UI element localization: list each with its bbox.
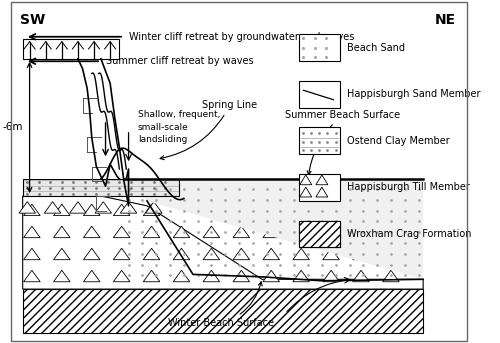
- Polygon shape: [114, 204, 130, 216]
- Polygon shape: [84, 204, 100, 216]
- Bar: [299, 127, 341, 154]
- Polygon shape: [316, 175, 328, 185]
- Polygon shape: [54, 226, 70, 238]
- Polygon shape: [323, 270, 340, 282]
- Bar: [22, 39, 120, 59]
- Polygon shape: [323, 248, 340, 260]
- Polygon shape: [293, 248, 310, 260]
- Polygon shape: [173, 248, 190, 260]
- Text: Shallow, frequent,
small-scale
landsliding: Shallow, frequent, small-scale landslidi…: [138, 110, 220, 144]
- Text: SW: SW: [20, 13, 46, 27]
- Polygon shape: [70, 202, 86, 213]
- Polygon shape: [44, 202, 61, 213]
- Polygon shape: [173, 270, 190, 282]
- Bar: [299, 221, 341, 247]
- Bar: [299, 174, 341, 201]
- Bar: [22, 289, 423, 333]
- Polygon shape: [263, 270, 280, 282]
- Bar: [299, 221, 341, 247]
- Polygon shape: [84, 270, 100, 282]
- Text: Happisburgh Till Member: Happisburgh Till Member: [347, 182, 470, 192]
- Text: Happisburgh Sand Member: Happisburgh Sand Member: [347, 89, 480, 99]
- Text: -6m: -6m: [2, 122, 22, 132]
- Polygon shape: [203, 226, 220, 238]
- Polygon shape: [120, 202, 137, 213]
- Polygon shape: [24, 248, 40, 260]
- Polygon shape: [54, 248, 70, 260]
- Polygon shape: [114, 226, 130, 238]
- Bar: [299, 34, 341, 61]
- Bar: [22, 179, 179, 196]
- Bar: [299, 81, 341, 108]
- Text: NE: NE: [434, 13, 456, 27]
- Polygon shape: [300, 175, 312, 185]
- Polygon shape: [300, 187, 312, 197]
- Polygon shape: [22, 59, 128, 179]
- Text: Summer cliff retreat by waves: Summer cliff retreat by waves: [106, 56, 253, 66]
- Polygon shape: [144, 248, 160, 260]
- Text: Ostend Clay Member: Ostend Clay Member: [347, 136, 450, 146]
- Polygon shape: [144, 226, 160, 238]
- Polygon shape: [352, 270, 370, 282]
- Polygon shape: [84, 226, 100, 238]
- Polygon shape: [24, 226, 40, 238]
- Polygon shape: [54, 270, 70, 282]
- Polygon shape: [54, 204, 70, 216]
- Polygon shape: [95, 202, 112, 213]
- Polygon shape: [114, 248, 130, 260]
- Polygon shape: [124, 179, 423, 279]
- Polygon shape: [233, 270, 250, 282]
- Polygon shape: [233, 226, 250, 238]
- Polygon shape: [146, 202, 162, 213]
- Text: Winter cliff retreat by groundwater and waves: Winter cliff retreat by groundwater and …: [128, 32, 354, 42]
- Polygon shape: [203, 270, 220, 282]
- Text: Spring Line: Spring Line: [160, 100, 258, 160]
- Polygon shape: [352, 248, 370, 260]
- Text: Beach Sand: Beach Sand: [347, 43, 405, 53]
- Polygon shape: [173, 226, 190, 238]
- Polygon shape: [144, 204, 160, 216]
- Polygon shape: [263, 248, 280, 260]
- Polygon shape: [19, 202, 36, 213]
- Polygon shape: [24, 204, 40, 216]
- Polygon shape: [203, 248, 220, 260]
- Polygon shape: [24, 270, 40, 282]
- Polygon shape: [316, 187, 328, 197]
- Polygon shape: [144, 270, 160, 282]
- Text: Winter Beach Surface: Winter Beach Surface: [168, 282, 274, 329]
- Polygon shape: [293, 270, 310, 282]
- Polygon shape: [84, 248, 100, 260]
- Polygon shape: [233, 248, 250, 260]
- Polygon shape: [22, 196, 423, 289]
- Polygon shape: [382, 270, 399, 282]
- Text: Summer Beach Surface: Summer Beach Surface: [285, 110, 400, 175]
- Text: Wroxham Crag Formation: Wroxham Crag Formation: [347, 229, 472, 239]
- Polygon shape: [263, 226, 280, 238]
- Polygon shape: [114, 270, 130, 282]
